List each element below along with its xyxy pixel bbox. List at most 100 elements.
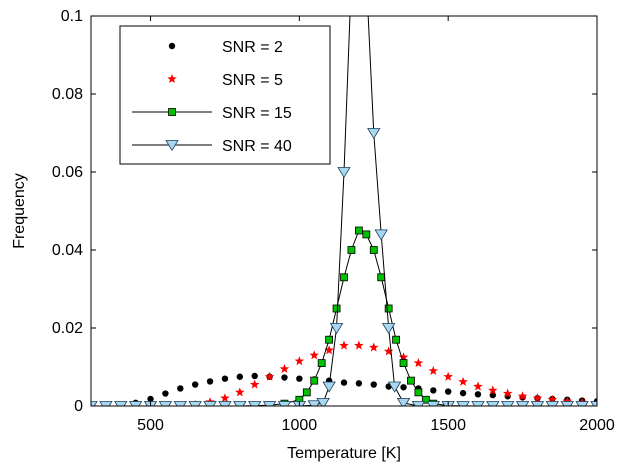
ticks-layer: 500 1000 1500 2000 0 0.02 0.04 0.06 0.08 0.1 [52,8,615,434]
series-3-point [354,226,363,235]
series-4-point [173,401,188,406]
series-2-point [562,396,572,406]
x-tick-label: 2000 [579,417,615,434]
series-4-point [486,401,500,406]
series-4-point [367,128,381,140]
plot-frame [90,15,598,407]
series-4-point [316,397,330,406]
series-4-point [114,401,128,406]
series-4-point [456,401,470,406]
series-4-point [545,401,560,406]
series-1-point [191,381,199,388]
series-4-point [374,229,388,241]
x-tick-label: 1500 [430,417,466,434]
series-4-point [188,401,202,406]
series-3-point [332,304,341,313]
legend-box [119,25,331,165]
series-2-point [294,356,305,366]
series-2-point [279,363,290,373]
y-tick-label: 0 [74,398,83,415]
series-1-point [296,375,303,382]
series-2-point [369,342,379,352]
series-3-point [325,335,334,344]
series-4-point [262,401,277,406]
series-1-point [400,384,407,391]
series-3-point [347,246,356,254]
series-4-point [158,401,173,406]
legend-label: SNR = 5 [222,72,283,89]
series-2-point [339,340,349,350]
series-1-point [206,378,214,385]
series-3-point [317,359,326,368]
series-3-point [414,388,423,397]
series-2-point [502,388,513,398]
series-2-point [488,385,498,395]
legend-marker [168,42,176,50]
series-2-point [354,340,364,350]
series-4-point [396,397,411,406]
series-2-point [398,352,409,362]
legend-marker [167,74,177,84]
series-3-point [362,230,371,239]
series-4-point [471,401,485,406]
series-3-point [377,273,386,282]
series-4-point [426,401,441,406]
series-2-point [547,394,558,404]
series-4-point [530,401,545,406]
series-2-point [249,379,260,389]
legend-marker [168,108,176,116]
series-1-point [340,379,348,386]
y-axis-label: Frequency [11,173,28,249]
series-2-point [532,393,543,403]
legend-item: SNR = 40 [132,138,292,155]
legend-item: SNR = 15 [132,105,292,122]
series-1-point [355,380,363,387]
series-3-point [302,388,311,397]
series-4-point [329,323,344,335]
series-3-point [384,304,393,313]
series-2-point [309,350,319,360]
legend-label: SNR = 40 [222,138,292,155]
series-2-point [235,387,245,397]
y-tick-label: 0.02 [52,320,83,337]
series-1-point [236,373,244,380]
series-2-point [413,358,424,368]
series-4-point [500,401,515,406]
series-2-point [443,371,453,381]
series-3-point [421,395,430,404]
series-1-point [177,385,184,392]
x-tick-label: 500 [137,417,164,434]
series-2-point [324,345,334,355]
series-4-point [99,401,113,406]
series-4-point [128,401,143,406]
series-3-point [310,376,319,385]
series-4-point [277,401,292,406]
series-1-point [459,389,467,397]
series-2-point [458,376,468,386]
series-1-point [281,374,288,381]
series-1-point [221,375,229,382]
series-3-point [340,273,348,282]
x-axis-label: Temperature [K] [287,445,401,462]
series-3-point [407,376,415,385]
legend: SNR = 2 SNR = 5 SNR = 15 SNR = 40 [119,25,331,165]
series-4-point [247,401,262,406]
legend-item: SNR = 5 [167,72,283,89]
series-2-point [473,381,483,391]
legend-item: SNR = 2 [168,39,283,56]
series-2-point [428,365,439,375]
y-tick-label: 0.06 [52,164,83,181]
legend-marker [165,140,179,152]
series-3-point [399,359,408,368]
series-4-point [337,167,351,179]
series-4-point [218,401,232,406]
y-tick-label: 0.1 [61,8,83,25]
series-1-point [444,388,452,395]
series-4-point [322,381,336,393]
x-tick-label: 1000 [282,417,318,434]
series-4-point [381,323,396,335]
y-tick-label: 0.08 [52,86,83,103]
series-4-point [515,401,530,406]
series-4-point [575,401,589,406]
series-2-point [264,371,275,381]
